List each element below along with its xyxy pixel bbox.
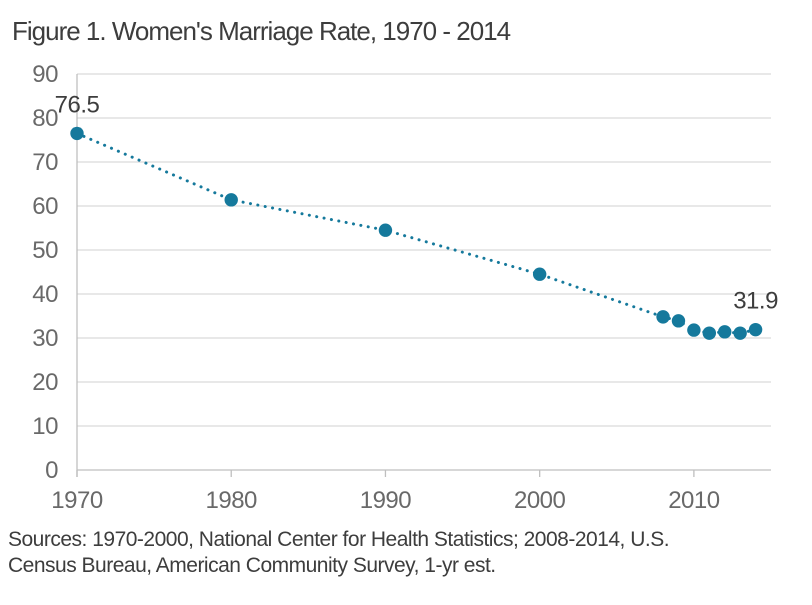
x-tick-label-2000: 2000 (514, 487, 566, 514)
data-point-2010 (687, 323, 701, 337)
y-tick-label-90: 90 (32, 61, 58, 88)
data-point-2011 (702, 326, 717, 340)
data-point-2013 (733, 326, 747, 340)
source-note-line-2: Census Bureau, American Community Survey… (8, 554, 496, 577)
trend-dotted-line (75, 131, 758, 335)
source-note-line-1: Sources: 1970-2000, National Center for … (8, 528, 670, 551)
y-tick-label-70: 70 (32, 149, 58, 176)
source-note: Sources: 1970-2000, National Center for … (8, 527, 670, 579)
y-tick-label-30: 30 (32, 325, 58, 352)
data-point-1970 (70, 126, 84, 141)
point-value-label-1970: 76.5 (55, 91, 100, 118)
y-tick-label-60: 60 (32, 193, 58, 220)
x-tick-label-1980: 1980 (206, 487, 258, 514)
data-point-2000 (532, 267, 547, 281)
x-tick-label-1990: 1990 (360, 487, 412, 514)
figure-title: Figure 1. Women's Marriage Rate, 1970 - … (12, 16, 511, 46)
y-tick-label-80: 80 (32, 105, 58, 132)
x-tick-label-1970: 1970 (51, 487, 103, 514)
data-point-1980 (224, 193, 238, 207)
y-tick-label-40: 40 (32, 281, 58, 308)
x-tick-label-2010: 2010 (668, 487, 720, 514)
data-point-2009 (671, 314, 686, 328)
data-point-2008 (656, 310, 670, 324)
data-point-2012 (718, 325, 732, 339)
y-tick-label-0: 0 (45, 457, 58, 484)
y-tick-label-10: 10 (32, 413, 58, 440)
y-tick-label-20: 20 (32, 369, 58, 396)
y-tick-label-50: 50 (32, 237, 58, 264)
point-value-label-2014: 31.9 (733, 288, 778, 315)
data-point-1990 (378, 223, 393, 237)
data-point-2014 (748, 322, 763, 337)
